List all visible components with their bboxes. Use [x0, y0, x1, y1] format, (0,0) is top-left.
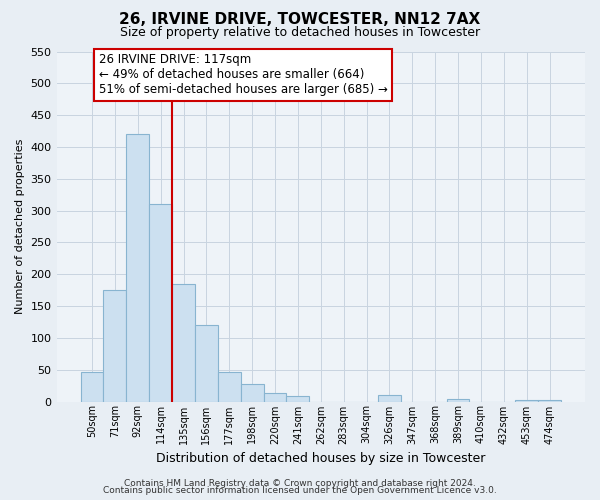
Bar: [378, 395, 401, 402]
Bar: [172, 284, 195, 402]
Y-axis label: Number of detached properties: Number of detached properties: [15, 139, 25, 314]
Bar: [103, 290, 127, 402]
Text: Contains public sector information licensed under the Open Government Licence v3: Contains public sector information licen…: [103, 486, 497, 495]
Bar: [286, 396, 310, 402]
Bar: [218, 372, 241, 402]
Bar: [538, 400, 561, 402]
Text: Contains HM Land Registry data © Crown copyright and database right 2024.: Contains HM Land Registry data © Crown c…: [124, 478, 476, 488]
Bar: [446, 399, 469, 402]
X-axis label: Distribution of detached houses by size in Towcester: Distribution of detached houses by size …: [156, 452, 485, 465]
Bar: [149, 204, 172, 402]
Bar: [80, 372, 103, 402]
Text: 26 IRVINE DRIVE: 117sqm
← 49% of detached houses are smaller (664)
51% of semi-d: 26 IRVINE DRIVE: 117sqm ← 49% of detache…: [99, 54, 388, 96]
Bar: [195, 325, 218, 402]
Text: Size of property relative to detached houses in Towcester: Size of property relative to detached ho…: [120, 26, 480, 39]
Bar: [515, 400, 538, 402]
Bar: [263, 392, 286, 402]
Text: 26, IRVINE DRIVE, TOWCESTER, NN12 7AX: 26, IRVINE DRIVE, TOWCESTER, NN12 7AX: [119, 12, 481, 28]
Bar: [241, 384, 263, 402]
Bar: [127, 134, 149, 402]
